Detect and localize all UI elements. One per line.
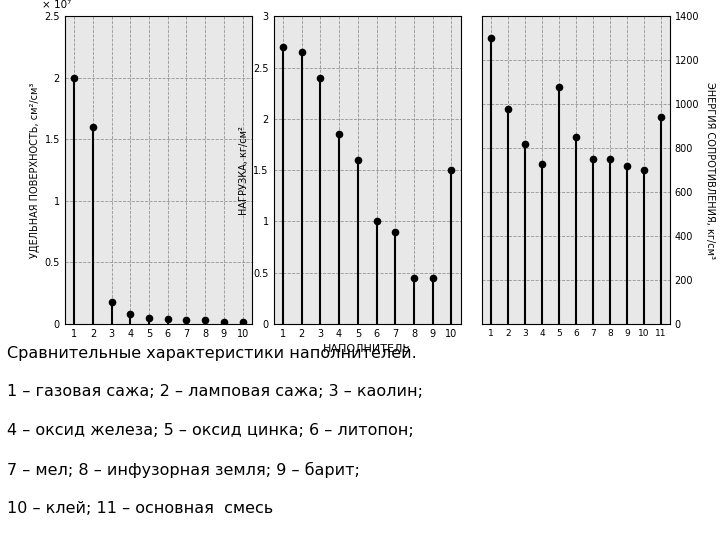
Text: 1 – газовая сажа; 2 – ламповая сажа; 3 – каолин;: 1 – газовая сажа; 2 – ламповая сажа; 3 –… <box>7 384 423 400</box>
Text: 4 – оксид железа; 5 – оксид цинка; 6 – литопон;: 4 – оксид железа; 5 – оксид цинка; 6 – л… <box>7 423 414 438</box>
X-axis label: НАПОЛНИТЕЛЬ: НАПОЛНИТЕЛЬ <box>323 345 411 354</box>
Y-axis label: НАГРУЗКА, кг/см²: НАГРУЗКА, кг/см² <box>239 126 249 214</box>
Text: 7 – мел; 8 – инфузорная земля; 9 – барит;: 7 – мел; 8 – инфузорная земля; 9 – барит… <box>7 462 360 478</box>
Y-axis label: УДЕЛЬНАЯ ПОВЕРХНОСТЬ, см²/см³: УДЕЛЬНАЯ ПОВЕРХНОСТЬ, см²/см³ <box>30 83 40 258</box>
Text: 10 – клей; 11 – основная  смесь: 10 – клей; 11 – основная смесь <box>7 501 274 516</box>
Y-axis label: ЭНЕРГИЯ СОПРОТИВЛЕНИЯ, кг/см³: ЭНЕРГИЯ СОПРОТИВЛЕНИЯ, кг/см³ <box>705 82 715 259</box>
Text: Сравнительные характеристики наполнителей.: Сравнительные характеристики наполнителе… <box>7 346 417 361</box>
Text: × 10⁷: × 10⁷ <box>42 0 71 10</box>
